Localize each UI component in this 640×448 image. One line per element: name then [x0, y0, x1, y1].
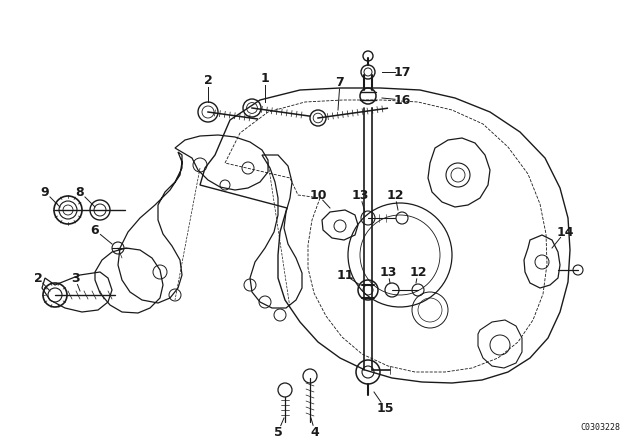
Text: 12: 12 [387, 189, 404, 202]
Text: 6: 6 [91, 224, 99, 237]
Text: 11: 11 [336, 268, 354, 281]
Text: 1: 1 [260, 72, 269, 85]
Text: 8: 8 [76, 185, 84, 198]
Text: 5: 5 [274, 426, 282, 439]
Text: 16: 16 [394, 94, 411, 107]
Text: 13: 13 [380, 266, 397, 279]
Text: 4: 4 [310, 426, 319, 439]
Text: C0303228: C0303228 [580, 423, 620, 432]
Text: 3: 3 [70, 271, 79, 284]
Text: 14: 14 [556, 225, 573, 238]
Text: 12: 12 [409, 266, 427, 279]
Text: 2: 2 [204, 73, 212, 86]
Text: 17: 17 [393, 65, 411, 78]
Text: 13: 13 [351, 189, 369, 202]
Text: 10: 10 [309, 189, 327, 202]
Text: 7: 7 [335, 76, 344, 89]
Text: 2: 2 [34, 271, 42, 284]
Text: 15: 15 [376, 401, 394, 414]
Text: 9: 9 [41, 185, 49, 198]
